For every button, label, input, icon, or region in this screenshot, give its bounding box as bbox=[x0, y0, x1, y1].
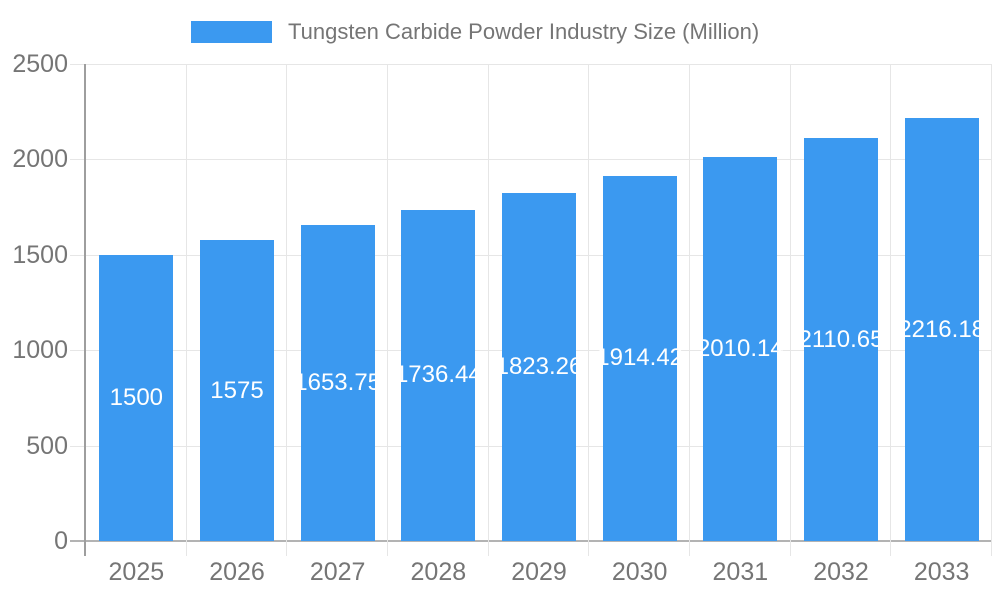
gridline-vertical bbox=[387, 64, 388, 556]
gridline-vertical bbox=[588, 64, 590, 556]
bar-2031[interactable] bbox=[703, 157, 778, 541]
gridline-vertical bbox=[689, 64, 690, 556]
bar-2029[interactable] bbox=[502, 193, 576, 541]
y-axis-tick-label: 1000 bbox=[12, 336, 68, 365]
gridline-vertical bbox=[890, 64, 892, 556]
y-axis-tick-label: 2000 bbox=[12, 145, 68, 174]
x-axis-tick-label: 2025 bbox=[108, 558, 165, 586]
x-axis-tick-label: 2031 bbox=[712, 558, 769, 586]
gridline-vertical bbox=[185, 64, 187, 556]
chart-legend: Tungsten Carbide Powder Industry Size (M… bbox=[191, 19, 760, 44]
y-axis-tick-label: 1500 bbox=[12, 240, 68, 269]
bar-2028[interactable] bbox=[401, 209, 476, 541]
legend-swatch bbox=[191, 21, 272, 43]
x-axis-tick-label: 2026 bbox=[209, 558, 265, 586]
x-axis-tick-label: 2028 bbox=[410, 558, 467, 586]
x-axis-tick-label: 2032 bbox=[813, 558, 869, 586]
gridline-vertical bbox=[487, 64, 489, 556]
x-axis-tick-label: 2029 bbox=[511, 558, 567, 586]
gridline-vertical bbox=[991, 64, 992, 556]
x-axis-tick-label: 2027 bbox=[309, 558, 366, 586]
gridline-horizontal bbox=[70, 159, 992, 161]
bar-2026[interactable] bbox=[200, 240, 274, 541]
bar-2027[interactable] bbox=[300, 225, 375, 541]
y-axis-tick-label: 2500 bbox=[12, 50, 68, 78]
y-axis-tick-label: 0 bbox=[54, 527, 68, 555]
y-axis-tick-label: 500 bbox=[26, 431, 68, 460]
gridline-vertical bbox=[286, 64, 288, 556]
bar-2030[interactable] bbox=[602, 175, 677, 541]
gridline-vertical bbox=[789, 64, 791, 556]
bar-2025[interactable] bbox=[99, 254, 174, 541]
legend-label: Tungsten Carbide Powder Industry Size (M… bbox=[288, 19, 760, 44]
bar-2032[interactable] bbox=[804, 138, 878, 541]
y-axis-line bbox=[84, 64, 86, 556]
gridline-horizontal bbox=[70, 64, 992, 65]
x-axis-baseline bbox=[70, 540, 992, 542]
bar-2033[interactable] bbox=[904, 118, 979, 541]
x-axis-tick-label: 2033 bbox=[913, 558, 970, 586]
x-axis-tick-label: 2030 bbox=[611, 558, 668, 586]
